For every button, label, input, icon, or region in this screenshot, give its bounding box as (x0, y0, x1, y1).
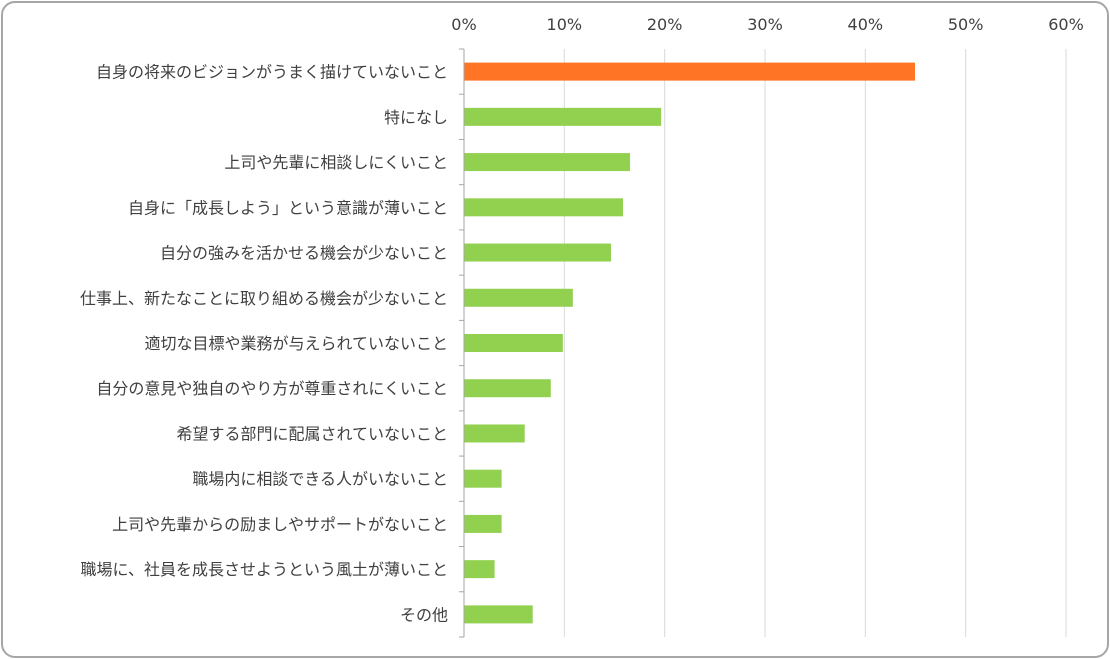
bar (464, 243, 611, 262)
tick-label: 10% (547, 15, 583, 34)
value-axis-tick-labels: 0% 10% 20% 30% 40% 50% 60% (451, 15, 1083, 34)
category-label: 自身の将来のビジョンがうまく描けていないこと (96, 63, 448, 82)
tick-label: 20% (647, 15, 683, 34)
category-label: 上司や先輩に相談しにくいこと (224, 153, 448, 172)
bar (464, 424, 525, 443)
grid-lines (563, 49, 1067, 637)
category-label: 希望する部門に配属されていないこと (176, 424, 448, 443)
category-label: 職場に、社員を成長させようという風土が薄いこと (80, 560, 448, 579)
category-label: 特になし (384, 108, 448, 127)
bars (464, 62, 915, 624)
category-label: その他 (400, 605, 448, 624)
bar (464, 107, 662, 126)
tick-label: 30% (747, 15, 783, 34)
bar (464, 62, 915, 81)
bar (464, 605, 533, 624)
bar (464, 153, 631, 172)
category-label: 自身に「成長しよう」という意識が薄いこと (128, 198, 448, 217)
category-axis (459, 48, 465, 638)
bar (464, 469, 502, 488)
tick-label: 40% (848, 15, 884, 34)
tick-label: 50% (948, 15, 984, 34)
bar-chart: 0% 10% 20% 30% 40% 50% 60% 自身の将来のビジョンがうまく描けていな… (80, 15, 1084, 638)
bar (464, 514, 502, 533)
category-label: 適切な目標や業務が与えられていないこと (144, 334, 448, 353)
tick-label: 60% (1048, 15, 1084, 34)
bar (464, 288, 573, 307)
bar (464, 379, 551, 398)
category-label: 仕事上、新たなことに取り組める機会が少ないこと (80, 289, 448, 308)
category-label: 職場内に相談できる人がいないこと (192, 470, 448, 489)
category-labels: 自身の将来のビジョンがうまく描けていないこと特になし上司や先輩に相談しにくいこと… (80, 63, 448, 625)
category-label: 上司や先輩からの励ましやサポートがないこと (112, 515, 448, 534)
bar (464, 560, 495, 579)
bar (464, 198, 624, 217)
bar (464, 334, 563, 352)
category-label: 自分の強みを活かせる機会が少ないこと (160, 244, 448, 263)
tick-label: 0% (451, 15, 476, 34)
category-label: 自分の意見や独自のやり方が尊重されにくいこと (96, 379, 448, 398)
